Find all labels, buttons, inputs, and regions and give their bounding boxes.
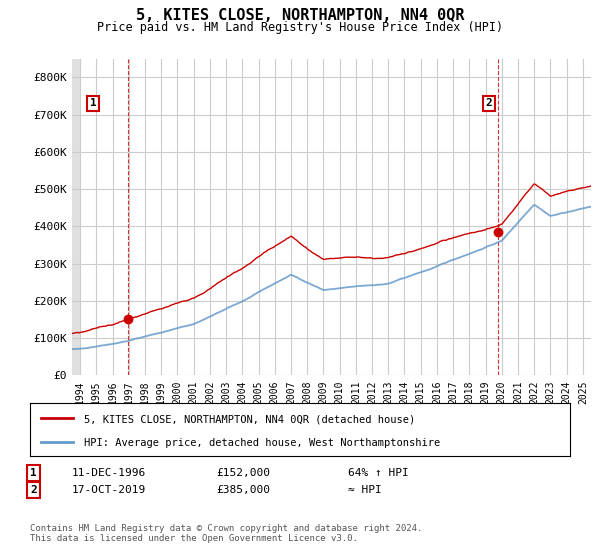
Point: [123, 314, 133, 323]
Text: Contains HM Land Registry data © Crown copyright and database right 2024.
This d: Contains HM Land Registry data © Crown c…: [30, 524, 422, 543]
Text: 11-DEC-1996: 11-DEC-1996: [72, 468, 146, 478]
Text: Price paid vs. HM Land Registry's House Price Index (HPI): Price paid vs. HM Land Registry's House …: [97, 21, 503, 34]
Bar: [72, 59, 82, 375]
Point: [494, 227, 503, 236]
Text: 2: 2: [485, 99, 492, 109]
Text: 1: 1: [30, 468, 37, 478]
Text: 5, KITES CLOSE, NORTHAMPTON, NN4 0QR: 5, KITES CLOSE, NORTHAMPTON, NN4 0QR: [136, 8, 464, 24]
Text: £385,000: £385,000: [216, 485, 270, 495]
Text: HPI: Average price, detached house, West Northamptonshire: HPI: Average price, detached house, West…: [84, 437, 440, 447]
Text: 2: 2: [30, 485, 37, 495]
Text: ≈ HPI: ≈ HPI: [348, 485, 382, 495]
Text: 64% ↑ HPI: 64% ↑ HPI: [348, 468, 409, 478]
Text: 1: 1: [90, 99, 97, 109]
Text: £152,000: £152,000: [216, 468, 270, 478]
Text: 17-OCT-2019: 17-OCT-2019: [72, 485, 146, 495]
Text: 5, KITES CLOSE, NORTHAMPTON, NN4 0QR (detached house): 5, KITES CLOSE, NORTHAMPTON, NN4 0QR (de…: [84, 414, 415, 424]
